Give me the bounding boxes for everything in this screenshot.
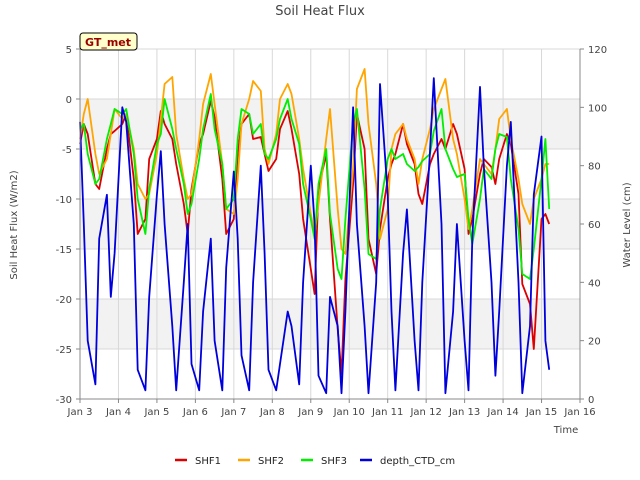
x-tick-label: Jan 9	[297, 407, 323, 418]
y-axis-label: Soil Heat Flux (W/m2)	[9, 170, 20, 279]
x-tick-label: Jan 6	[182, 407, 208, 418]
y-tick-label: -5	[62, 145, 72, 156]
legend-label-SHF3: SHF3	[321, 456, 347, 467]
x-tick-label: Jan 15	[525, 407, 557, 418]
x-tick-label: Jan 14	[486, 407, 518, 418]
y2-axis-label: Water Level (cm)	[622, 182, 633, 267]
gt-met-badge: GT_met	[79, 32, 138, 51]
chart-title: Soil Heat Flux	[275, 4, 365, 19]
legend-label-SHF2: SHF2	[258, 456, 284, 467]
y2-tick-label: 80	[588, 162, 601, 173]
y2-tick-label: 40	[588, 278, 601, 289]
legend: SHF1 SHF2 SHF3 depth_CTD_cm	[175, 456, 455, 467]
y2-tick-label: 120	[588, 45, 607, 56]
series-line-SHF1	[79, 100, 551, 375]
badge-label: GT_met	[85, 36, 131, 49]
y-tick-label: 0	[66, 95, 72, 106]
y-tick-label: -10	[56, 195, 72, 206]
x-tick-label: Jan 5	[143, 407, 169, 418]
y-tick-label: -30	[56, 395, 72, 406]
axes: 5 0 -5 -10 -15 -20 -25 -30 0 20 40 60 80 100 120 Jan 3 J…	[56, 45, 607, 418]
y-tick-label: -25	[56, 345, 72, 356]
y2-tick-label: 20	[588, 337, 601, 348]
legend-label-SHF1: SHF1	[195, 456, 221, 467]
y-tick-label: -15	[56, 245, 72, 256]
x-tick-label: Jan 8	[259, 407, 285, 418]
y2-tick-label: 60	[588, 220, 601, 231]
x-tick-label: Jan 3	[67, 407, 93, 418]
series-layer	[79, 68, 551, 395]
x-tick-label: Jan 16	[563, 407, 595, 418]
x-tick-label: Jan 11	[371, 407, 403, 418]
x-tick-label: Jan 10	[333, 407, 365, 418]
x-tick-label: Jan 7	[220, 407, 246, 418]
y2-tick-label: 0	[588, 395, 594, 406]
y2-tick-label: 100	[588, 103, 607, 114]
series-line-depth_CTD_cm	[79, 77, 551, 395]
y-tick-label: -20	[56, 295, 72, 306]
badge-box	[79, 32, 138, 51]
x-tick-label: Jan 4	[105, 407, 131, 418]
x-tick-label: Jan 12	[409, 407, 441, 418]
x-tick-label: Jan 13	[448, 407, 480, 418]
y-tick-label: 5	[66, 45, 72, 56]
x-axis-label: Time	[553, 425, 578, 436]
legend-label-depth_CTD_cm: depth_CTD_cm	[380, 456, 455, 467]
